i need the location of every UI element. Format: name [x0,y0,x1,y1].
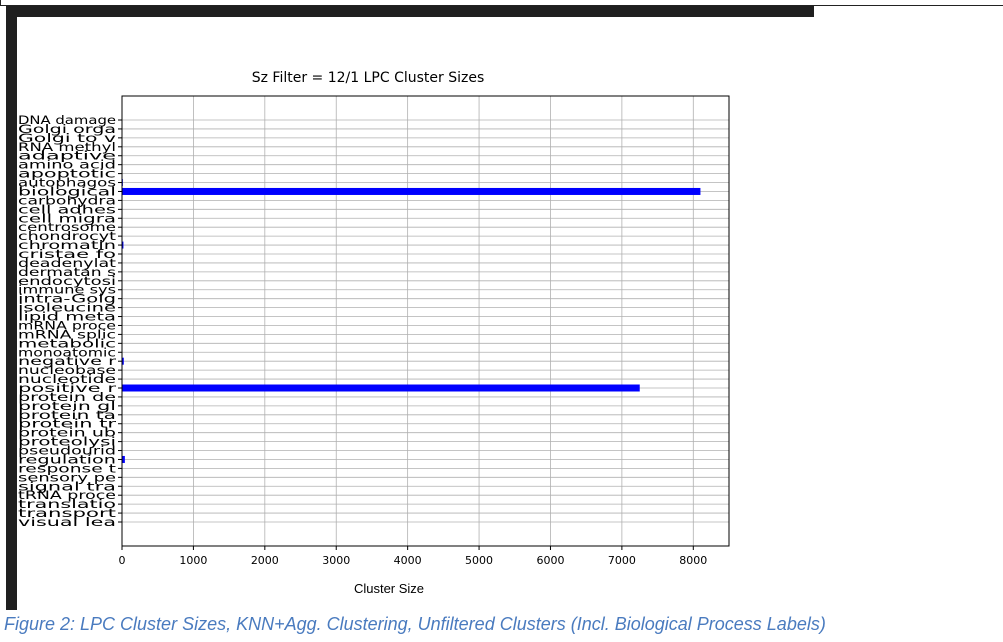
grid-lines [121,96,729,546]
x-tick-label: 6000 [536,554,564,567]
y-tick-label: Golgi to v [18,131,116,145]
bar [122,384,640,392]
y-tick-label: protein gl [18,399,116,413]
y-tick-label: apoptotic [18,167,116,181]
y-tick-label: centrosome [18,220,116,234]
y-tick-label: DNA damage [18,113,116,127]
y-tick-label: tRNA proce [18,488,116,502]
y-tick-label: negative r [18,354,116,368]
y-tick-label: carbohydra [18,193,116,207]
y-tick-label: endocytosi [18,274,116,288]
y-tick-label: regulation [18,452,116,466]
y-tick-label: positive r [18,381,116,395]
y-tick-label: visual lea [18,515,116,529]
y-tick-label: cell migra [18,211,116,225]
y-tick-label: intra-Golg [18,292,116,306]
bar-chart: Sz Filter = 12/1 LPC Cluster Sizes DNA d… [18,70,730,596]
y-tick-label: Golgi orga [18,122,116,136]
y-tick-label: cristae fo [18,247,116,261]
figure-canvas: Sz Filter = 12/1 LPC Cluster Sizes DNA d… [17,17,815,611]
y-tick-label: protein de [18,390,116,404]
x-tick-label: 5000 [465,554,493,567]
figure-caption: Figure 2: LPC Cluster Sizes, KNN+Agg. Cl… [4,614,826,634]
bar [122,241,124,249]
y-tick-label: translatio [18,497,116,511]
y-tick-label: autophagos [18,176,116,190]
y-tick-label: RNA methyl [18,140,116,154]
y-tick-label: nucleotide [18,372,116,386]
y-tick-label: proteolysi [18,435,116,449]
x-tick-label: 3000 [322,554,350,567]
y-tick-label: sensory pe [18,470,116,484]
bar [122,357,124,365]
y-tick-label: chromatin [18,238,116,252]
y-tick-label: protein ta [18,408,116,422]
y-tick-label: chondrocyt [18,229,117,243]
y-tick-label: metabolic [18,336,116,350]
y-tick-label: signal tra [18,479,116,493]
y-tick-label: adaptive [18,149,116,163]
y-tick-label: biological [18,184,116,198]
figure-window: Sz Filter = 12/1 LPC Cluster Sizes DNA d… [6,6,815,611]
y-tick-label: response t [18,461,117,475]
document-frame-line [0,0,1003,6]
chart-title: Sz Filter = 12/1 LPC Cluster Sizes [252,70,485,86]
y-tick-label: protein ub [18,426,116,440]
y-tick-label: transport [18,506,117,520]
x-axis-ticks: 0 1000 2000 3000 4000 5000 6000 7000 8000 [119,546,707,567]
y-tick-label: mRNA proce [18,318,116,332]
y-tick-label: mRNA splic [18,327,116,341]
y-tick-label: protein tr [18,417,116,431]
x-tick-label: 4000 [394,554,422,567]
x-tick-label: 7000 [608,554,636,567]
y-tick-label: monoatomic [18,345,116,359]
y-tick-label: immune sys [18,283,116,297]
plot-area [121,95,730,547]
x-tick-label: 2000 [251,554,279,567]
y-tick-label: deadenylat [18,256,117,270]
x-tick-label: 8000 [679,554,707,567]
x-tick-label: 1000 [179,554,207,567]
y-tick-label: amino acid [18,158,116,172]
y-tick-label: nucleobase [18,363,116,377]
x-axis-label: Cluster Size [354,581,424,596]
bar [122,455,125,463]
bars [122,116,701,526]
y-tick-label: isoleucine [18,301,116,315]
y-tick-label: pseudourid [18,444,116,458]
bar [122,187,701,195]
y-tick-label: dermatan s [18,265,116,279]
y-tick-label: lipid meta [18,310,116,324]
y-tick-label: cell adhes [18,202,116,216]
x-tick-label: 0 [119,554,126,567]
